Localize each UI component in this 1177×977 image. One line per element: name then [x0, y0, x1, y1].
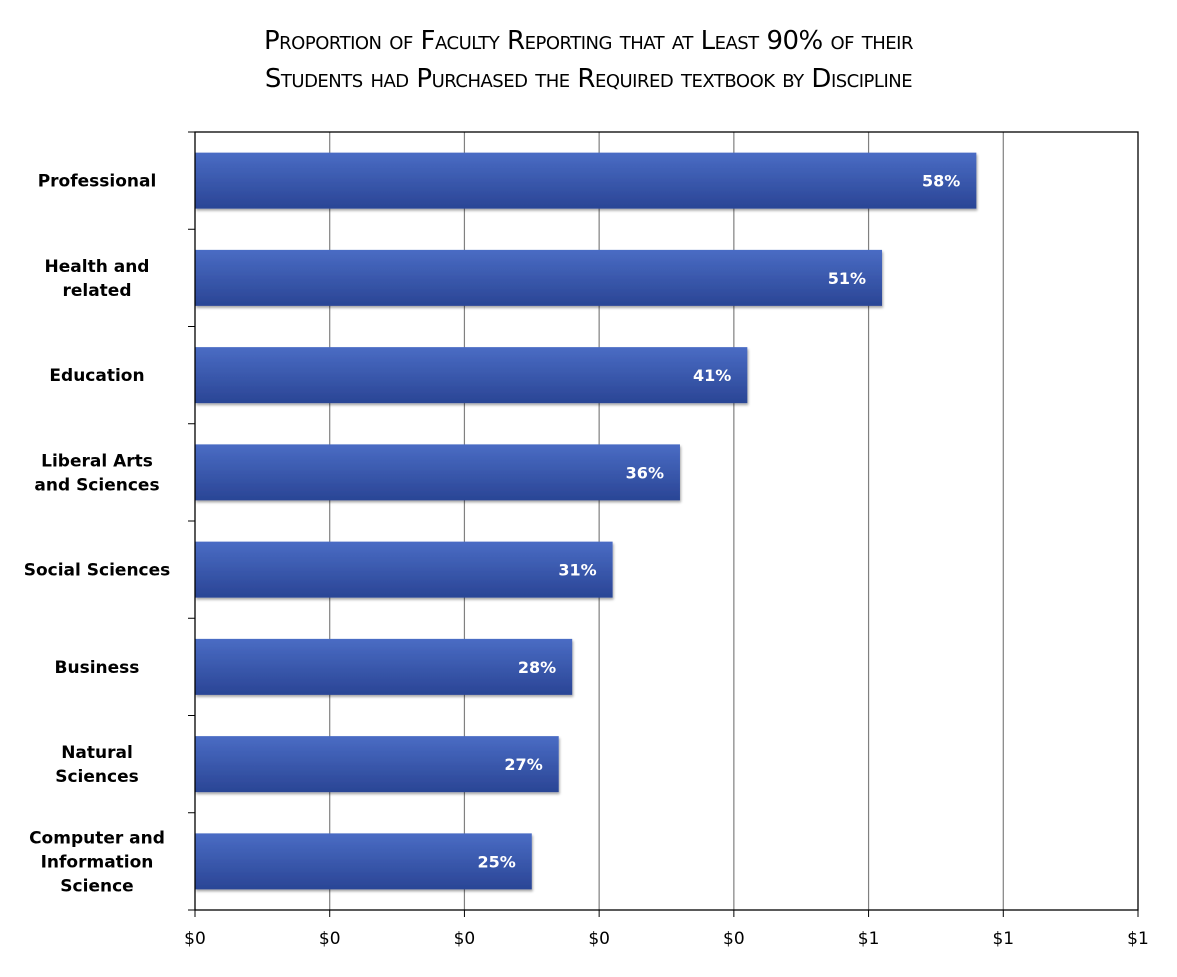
data-label: 28% — [518, 658, 556, 677]
category-label: Professional — [38, 172, 157, 192]
data-label: 27% — [504, 755, 542, 774]
grid-layer — [329, 132, 1004, 910]
category-label-line: Social Sciences — [24, 561, 171, 581]
bar — [195, 152, 977, 209]
bar-layer — [195, 152, 977, 890]
frame-layer — [188, 131, 1139, 917]
x-tick-label: $0 — [588, 929, 610, 949]
data-label: 58% — [922, 172, 960, 191]
x-tick-label: $1 — [992, 929, 1014, 949]
data-label: 36% — [626, 463, 664, 482]
bar — [195, 249, 883, 306]
category-label: Social Sciences — [24, 561, 171, 581]
category-label-line: Business — [55, 658, 140, 678]
chart-title: Proportion of Faculty Reporting that at … — [0, 22, 1177, 98]
category-label: Liberal Arts and Sciences — [34, 451, 159, 495]
category-label: Business — [55, 658, 140, 678]
bar — [195, 833, 532, 890]
bar — [195, 444, 680, 501]
category-label: Natural Sciences — [55, 743, 139, 787]
bar — [195, 541, 613, 598]
category-label-line: related — [62, 281, 131, 301]
category-label-line: Liberal Arts — [41, 451, 153, 471]
category-label-line: Science — [60, 876, 133, 896]
bar — [195, 347, 748, 404]
category-label-line: Sciences — [55, 767, 139, 787]
x-tick-label: $0 — [184, 929, 206, 949]
x-tick-label: $1 — [1127, 929, 1149, 949]
data-label: 41% — [693, 366, 731, 385]
category-label: Education — [49, 366, 144, 386]
bar — [195, 638, 573, 695]
category-label-line: Health and — [45, 257, 150, 277]
category-label-line: Information — [41, 852, 154, 872]
chart-title-line-2: Students had Purchased the Required text… — [264, 64, 913, 94]
x-tick-label: $0 — [319, 929, 341, 949]
plot-frame — [194, 131, 1139, 911]
data-label: 51% — [828, 269, 866, 288]
data-label: 31% — [558, 561, 596, 580]
bar — [195, 736, 559, 793]
category-label-line: Computer and — [29, 828, 165, 848]
category-label-line: Natural — [61, 743, 133, 763]
x-tick-label: $0 — [723, 929, 745, 949]
chart-title-line-1: Proportion of Faculty Reporting that at … — [264, 26, 914, 56]
label-layer: $0 $0 $0 $0 $0 $1 $1 $1 58% Professional 51% Health… — [24, 172, 1149, 949]
category-label: Computer and Information Science — [29, 828, 165, 896]
category-label-line: Education — [49, 366, 144, 386]
category-label-line: Professional — [38, 172, 157, 192]
category-label: Health and related — [45, 257, 150, 301]
x-tick-label: $0 — [454, 929, 476, 949]
x-tick-label: $1 — [858, 929, 880, 949]
data-label: 25% — [477, 852, 515, 871]
category-label-line: and Sciences — [34, 475, 159, 495]
